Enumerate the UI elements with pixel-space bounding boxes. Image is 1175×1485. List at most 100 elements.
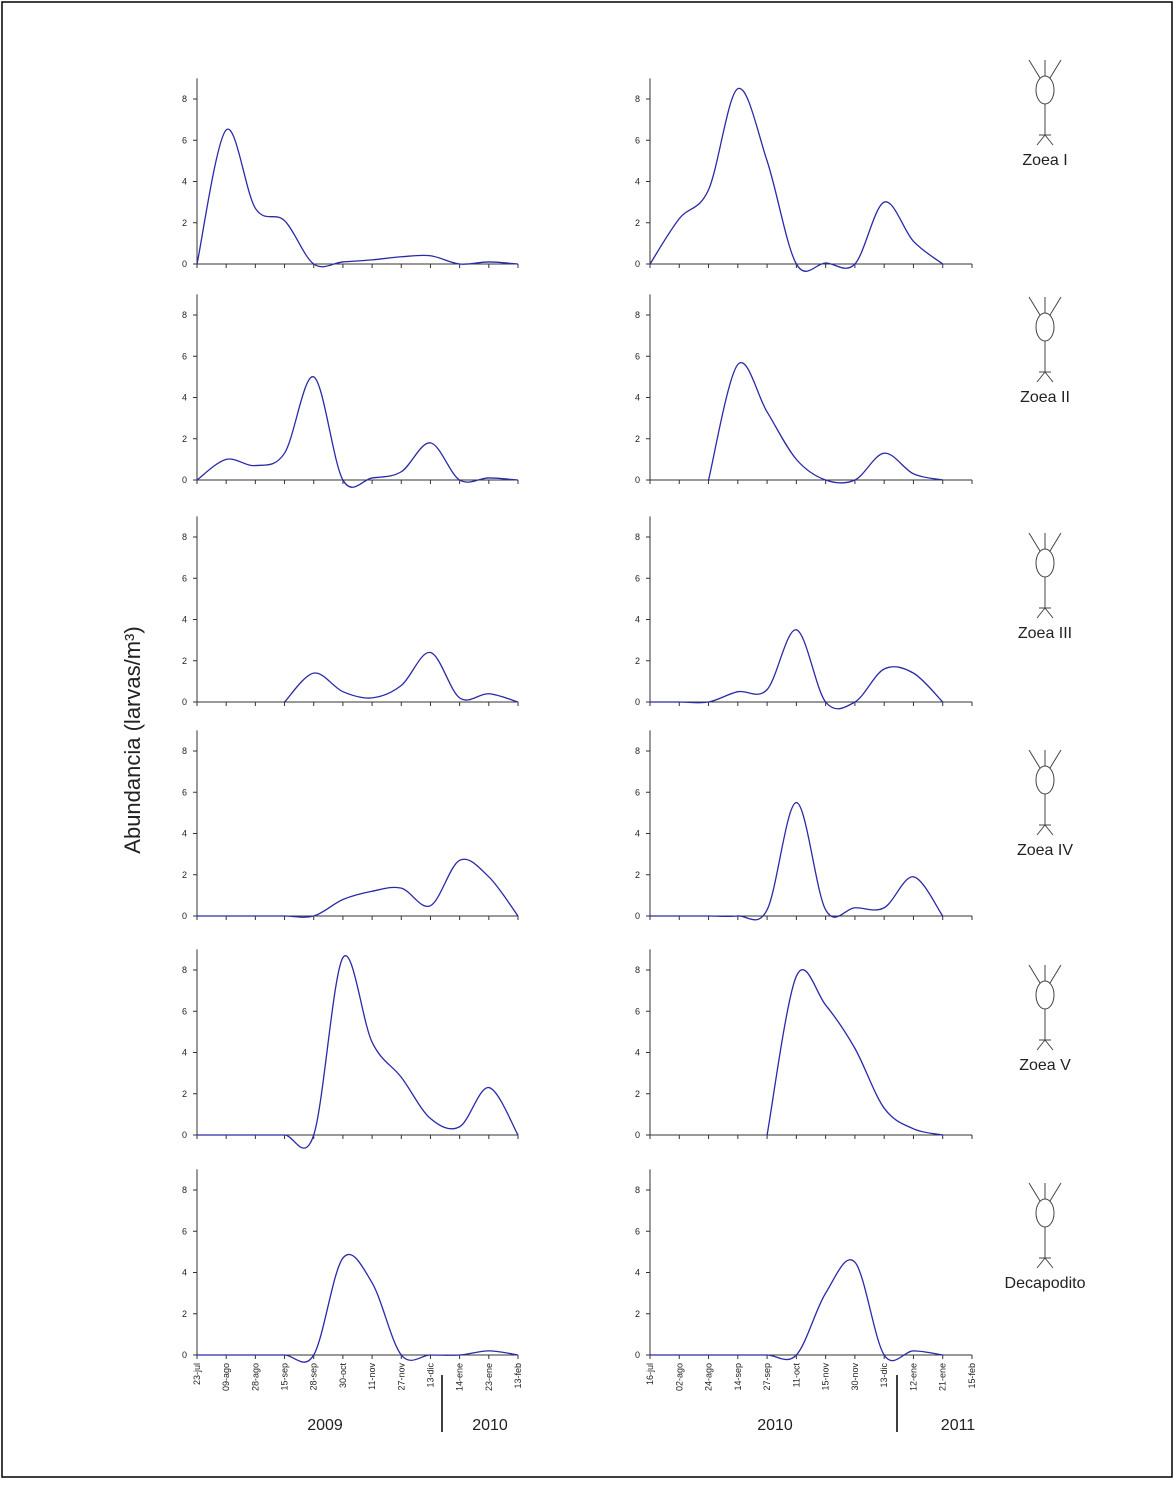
x-tick-label: 14-ene (455, 1363, 465, 1391)
x-tick-label: 28-sep (309, 1363, 319, 1391)
larva-icon (1036, 313, 1054, 341)
x-tick-label: 09-ago (221, 1363, 231, 1391)
x-tick-label: 15-sep (280, 1363, 290, 1391)
y-tick-label: 2 (182, 434, 187, 444)
series-line (197, 129, 518, 267)
y-tick-label: 8 (182, 310, 187, 320)
y-tick-label: 2 (635, 656, 640, 666)
y-tick-label: 0 (635, 697, 640, 707)
y-tick-label: 0 (635, 259, 640, 269)
stage-label: Zoea V (1019, 1057, 1071, 1074)
x-tick-label: 30-nov (850, 1363, 860, 1391)
y-tick-label: 2 (635, 434, 640, 444)
y-tick-label: 8 (182, 532, 187, 542)
series-line (650, 630, 943, 709)
y-tick-label: 2 (635, 218, 640, 228)
y-tick-label: 4 (182, 829, 187, 839)
y-tick-label: 8 (182, 746, 187, 756)
y-tick-label: 4 (635, 829, 640, 839)
x-tick-label: 21-ene (938, 1363, 948, 1391)
larva-icon (1029, 1183, 1061, 1268)
y-tick-label: 6 (635, 351, 640, 361)
x-tick-label: 14-sep (733, 1363, 743, 1391)
y-tick-label: 2 (182, 656, 187, 666)
x-tick-label: 11-oct (791, 1363, 801, 1388)
y-tick-label: 0 (635, 911, 640, 921)
larva-icon (1029, 965, 1061, 1050)
y-tick-label: 8 (635, 94, 640, 104)
figure: Abundancia (larvas/m³) 0 2 4 6 8 0 2 4 6 8 0 2 4 6 8 0 2… (0, 0, 1175, 1480)
x-tick-label: 30-oct (338, 1363, 348, 1389)
y-tick-label: 6 (182, 1006, 187, 1016)
y-tick-label: 8 (635, 746, 640, 756)
series-line (197, 859, 518, 917)
x-tick-label: 24-ago (704, 1363, 714, 1391)
y-tick-label: 0 (182, 1130, 187, 1140)
x-tick-label: 11-nov (367, 1363, 377, 1390)
series-line (285, 652, 518, 702)
y-tick-label: 2 (635, 870, 640, 880)
y-tick-label: 4 (182, 1048, 187, 1058)
y-tick-label: 6 (635, 573, 640, 583)
x-tick-label: 15-feb (967, 1363, 977, 1389)
y-tick-label: 6 (182, 351, 187, 361)
y-tick-label: 6 (182, 1226, 187, 1236)
stage-label: Zoea II (1020, 389, 1070, 406)
larva-icon (1029, 533, 1061, 618)
series-line (650, 88, 943, 271)
y-tick-label: 2 (182, 1089, 187, 1099)
stage-label: Zoea III (1018, 625, 1072, 642)
y-tick-label: 4 (182, 177, 187, 187)
y-tick-label: 0 (182, 1350, 187, 1360)
x-tick-label: 13-feb (513, 1363, 523, 1389)
y-tick-label: 2 (635, 1309, 640, 1319)
stage-label: Zoea IV (1017, 842, 1073, 859)
stage-label: Decapodito (1005, 1275, 1086, 1292)
larva-icon (1029, 297, 1061, 382)
x-tick-label: 27-sep (762, 1363, 772, 1391)
larva-icon (1036, 76, 1054, 104)
y-tick-label: 0 (182, 911, 187, 921)
series-line (650, 803, 943, 920)
y-tick-label: 4 (182, 393, 187, 403)
y-tick-label: 4 (182, 615, 187, 625)
larva-icon (1036, 549, 1054, 577)
series-line (650, 1260, 943, 1361)
y-tick-label: 8 (635, 532, 640, 542)
y-tick-label: 4 (635, 615, 640, 625)
y-tick-label: 0 (635, 1350, 640, 1360)
y-tick-label: 4 (635, 1268, 640, 1278)
x-tick-label: 15-nov (821, 1363, 831, 1391)
larva-icon (1029, 60, 1061, 145)
x-tick-label: 13-dic (879, 1363, 889, 1388)
series-line (709, 363, 943, 483)
series-line (197, 1254, 518, 1362)
y-tick-label: 8 (635, 965, 640, 975)
x-tick-label: 12-ene (908, 1363, 918, 1391)
y-axis-label: Abundancia (larvas/m³) (120, 626, 145, 853)
x-tick-label: 16-jul (645, 1363, 655, 1385)
larva-icon (1036, 1199, 1054, 1227)
y-tick-label: 6 (635, 1006, 640, 1016)
series-line (197, 377, 518, 488)
y-tick-label: 6 (182, 787, 187, 797)
x-tick-label: 13-dic (425, 1363, 435, 1388)
y-tick-label: 8 (182, 94, 187, 104)
x-tick-label: 27-nov (396, 1363, 406, 1391)
series-line (197, 956, 518, 1148)
y-tick-label: 0 (182, 259, 187, 269)
y-tick-label: 6 (182, 135, 187, 145)
y-tick-label: 2 (182, 1309, 187, 1319)
y-tick-label: 0 (635, 475, 640, 485)
y-tick-label: 0 (182, 697, 187, 707)
year-label: 2010 (472, 1417, 508, 1434)
stage-label: Zoea I (1022, 152, 1067, 169)
border (2, 2, 1172, 1477)
y-tick-label: 4 (635, 393, 640, 403)
larva-icon (1036, 981, 1054, 1009)
y-tick-label: 4 (635, 1048, 640, 1058)
y-tick-label: 8 (182, 965, 187, 975)
y-tick-label: 4 (635, 177, 640, 187)
y-tick-label: 8 (182, 1185, 187, 1195)
year-label: 2011 (941, 1417, 976, 1434)
